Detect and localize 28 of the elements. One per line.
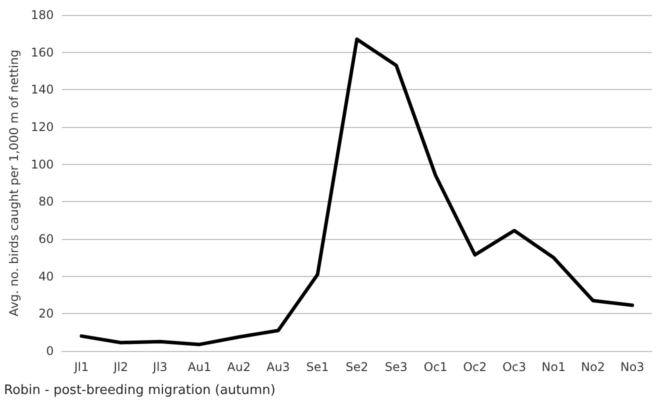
y-tick-label: 140 bbox=[30, 82, 54, 97]
y-tick-label: 160 bbox=[30, 45, 54, 60]
x-tick-label: No2 bbox=[581, 360, 605, 374]
x-tick-label: Jl3 bbox=[152, 360, 168, 374]
x-tick-label: Au1 bbox=[188, 360, 212, 374]
y-axis-title: Avg. no. birds caught per 1,000 m of netting bbox=[7, 50, 21, 316]
x-tick-label: No1 bbox=[542, 360, 566, 374]
text: Robin - post-breeding migration (autumn) bbox=[4, 383, 276, 398]
x-tick-label: Jl1 bbox=[73, 360, 89, 374]
y-tick-label: 0 bbox=[46, 344, 54, 358]
line-series bbox=[80, 38, 634, 346]
y-tick-label: 60 bbox=[38, 232, 54, 246]
x-tick-label: Se2 bbox=[346, 360, 368, 374]
y-tick-label: 180 bbox=[30, 8, 54, 22]
y-tick-label: 40 bbox=[38, 269, 54, 284]
x-tick-label: Oc3 bbox=[502, 360, 526, 374]
y-tick-label: 120 bbox=[30, 120, 54, 134]
y-tick-label: 20 bbox=[38, 306, 54, 321]
x-tick-label: Oc2 bbox=[463, 360, 487, 374]
x-tick-label: Oc1 bbox=[424, 360, 448, 374]
x-tick-label: Jl2 bbox=[112, 360, 128, 374]
x-tick-label: Au3 bbox=[266, 360, 290, 374]
x-tick-label: Au2 bbox=[227, 360, 251, 374]
x-tick-label: No3 bbox=[620, 360, 644, 374]
y-tick-label: 100 bbox=[30, 157, 54, 172]
x-tick-label: Se1 bbox=[306, 360, 329, 374]
y-tick-label: 80 bbox=[38, 194, 54, 209]
x-tick-label: Se3 bbox=[384, 360, 408, 374]
